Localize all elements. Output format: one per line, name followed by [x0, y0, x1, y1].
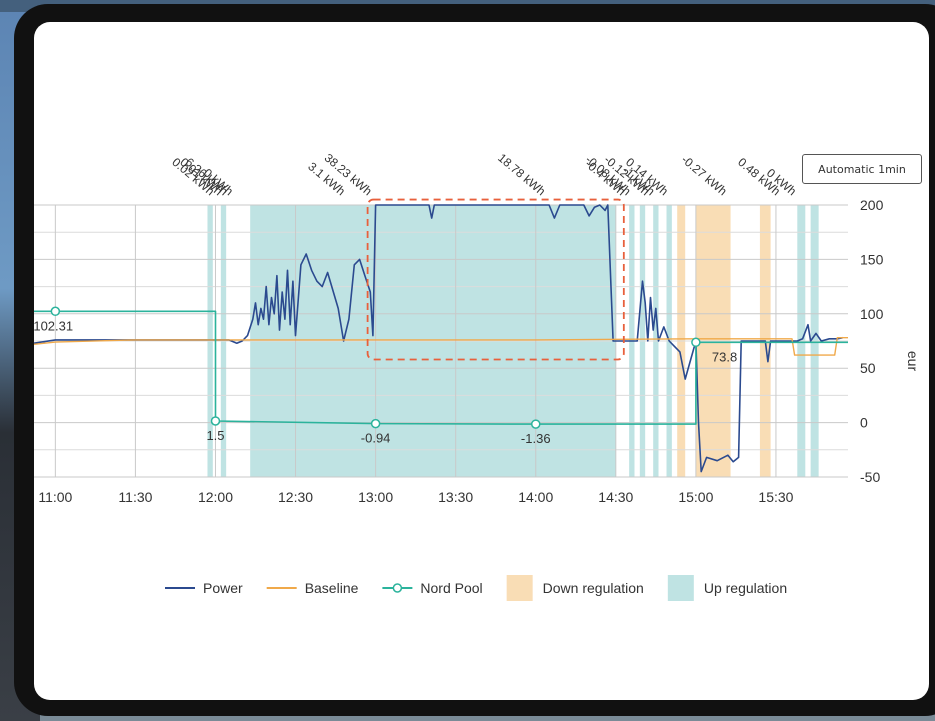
y-tick-label: 150 [860, 251, 884, 267]
nordpool-value-label: 1.5 [206, 428, 224, 443]
nordpool-marker [691, 337, 701, 348]
legend-swatch [667, 575, 694, 601]
x-tick-label: 11:00 [38, 489, 72, 505]
nordpool-value-label: -0.94 [361, 431, 391, 446]
series-line-nord-pool [34, 310, 848, 425]
x-tick-label: 14:00 [518, 489, 553, 505]
x-tick-label: 15:00 [678, 489, 713, 505]
legend-label: Power [203, 580, 243, 596]
energy-annotation: 18.78 kWh [495, 151, 548, 199]
legend-label: Nord Pool [420, 580, 482, 596]
x-tick-label: 12:30 [278, 489, 313, 505]
y-tick-label: 200 [860, 197, 884, 213]
nordpool-value-label: 102.31 [33, 318, 73, 333]
x-tick-label: 12:00 [198, 489, 233, 505]
nordpool-marker [210, 416, 221, 426]
y-tick-label: -50 [860, 469, 880, 485]
nordpool-marker [50, 306, 61, 317]
nordpool-value-label: -1.36 [521, 431, 551, 446]
refresh-interval-label: Automatic 1min [818, 162, 906, 176]
legend: Power Baseline Nord Pool Down regulation Up … [165, 575, 787, 601]
nordpool-marker [370, 418, 381, 429]
nordpool-marker [530, 419, 541, 429]
series-line-power [33, 204, 843, 473]
x-tick-label: 15:30 [758, 489, 793, 505]
highlight-box [366, 198, 625, 361]
x-tick-label: 14:30 [598, 489, 633, 505]
x-tick-label: 13:30 [438, 489, 473, 505]
series-markers [50, 198, 701, 429]
x-tick-label: 13:00 [358, 489, 393, 505]
legend-label: Up regulation [704, 580, 787, 596]
legend-label: Down regulation [543, 580, 644, 596]
refresh-interval-button[interactable]: Automatic 1min [802, 154, 922, 184]
y-tick-label: 0 [860, 415, 868, 431]
y-tick-label: 50 [860, 360, 876, 376]
legend-label: Baseline [305, 580, 359, 596]
grid-lines [34, 204, 848, 478]
nordpool-value-label: 73.8 [712, 349, 737, 364]
y-axis-label: eur [905, 351, 921, 372]
energy-annotation: -0.27 kWh [679, 152, 730, 198]
y-tick-label: 100 [860, 306, 884, 322]
legend-swatch-marker [392, 583, 403, 593]
x-tick-label: 11:30 [118, 489, 152, 505]
legend-swatch [506, 575, 533, 601]
